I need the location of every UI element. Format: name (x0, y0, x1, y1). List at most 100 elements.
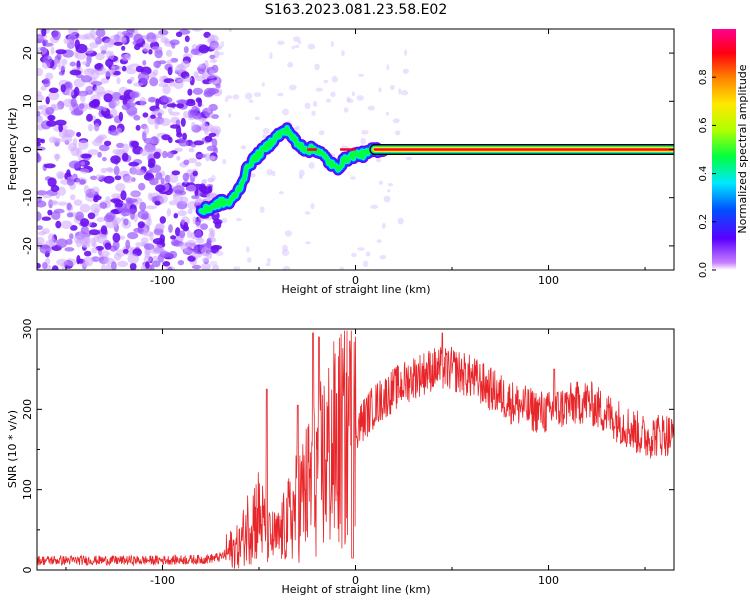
noise-speck (370, 204, 379, 209)
noise-speck (304, 211, 311, 215)
noise-blob (137, 72, 150, 82)
noise-speck (259, 206, 265, 214)
x-tick-label: 100 (538, 274, 559, 287)
noise-blob (173, 213, 179, 219)
noise-speck (307, 43, 316, 50)
noise-blob (177, 210, 187, 217)
noise-blob (64, 247, 75, 252)
noise-blob (155, 184, 166, 192)
noise-speck (378, 87, 382, 93)
noise-blob (168, 250, 178, 259)
noise-speck (209, 58, 217, 64)
noise-speck (240, 145, 247, 150)
noise-blob (105, 263, 112, 270)
noise-blob (208, 227, 214, 234)
noise-blob (52, 30, 61, 41)
noise-blob (38, 231, 46, 236)
noise-speck (216, 51, 225, 56)
noise-blob (58, 70, 65, 76)
noise-blob (183, 248, 189, 253)
noise-blob (166, 151, 174, 159)
noise-blob (154, 200, 161, 206)
noise-speck (350, 176, 356, 180)
noise-speck (221, 217, 228, 224)
noise-blob (86, 113, 93, 122)
noise-speck (314, 63, 320, 71)
noise-blob (123, 218, 129, 226)
noise-blob (138, 182, 146, 191)
noise-blob (150, 114, 156, 119)
noise-blob (146, 38, 157, 43)
noise-blob (165, 49, 173, 57)
noise-speck (202, 266, 210, 270)
noise-blob (96, 216, 105, 223)
snr-y-label: SNR (10 * v/v) (6, 410, 19, 488)
noise-blob (57, 186, 66, 196)
noise-blob (191, 105, 199, 115)
noise-blob (65, 258, 77, 267)
noise-blob (162, 261, 171, 267)
noise-blob (104, 38, 115, 48)
noise-speck (386, 64, 390, 71)
y-tick-label: -20 (21, 237, 34, 255)
noise-blob (95, 52, 105, 61)
noise-speck (246, 246, 250, 253)
noise-blob (175, 227, 181, 237)
noise-speck (343, 107, 349, 113)
noise-blob (55, 220, 62, 229)
noise-blob (159, 118, 171, 126)
noise-speck (249, 173, 256, 178)
noise-blob (177, 260, 185, 266)
noise-speck (304, 102, 311, 110)
noise-speck (293, 36, 301, 42)
noise-blob (37, 146, 46, 151)
noise-blob (118, 235, 125, 240)
y-tick-label: 10 (21, 94, 34, 108)
noise-blob (207, 88, 220, 95)
noise-blob (113, 41, 123, 46)
noise-blob (95, 105, 104, 110)
noise-speck (247, 257, 252, 263)
colorbar-tick-label: 0.8 (698, 69, 709, 85)
noise-blob (79, 92, 86, 103)
noise-blob (129, 262, 137, 270)
noise-speck (209, 69, 215, 75)
noise-blob (127, 232, 139, 240)
noise-blob (171, 170, 181, 176)
noise-speck (351, 91, 355, 97)
noise-blob (40, 85, 47, 91)
noise-blob (37, 152, 41, 163)
noise-blob (206, 251, 213, 260)
noise-blob (143, 243, 155, 251)
noise-blob (188, 147, 195, 153)
noise-blob (37, 94, 45, 102)
snr-panel: -100 0 100 0 100 200 300 Height of straight li… (6, 319, 675, 596)
noise-blob (37, 142, 41, 147)
noise-speck (318, 130, 325, 136)
noise-speck (209, 260, 218, 266)
noise-blob (126, 29, 139, 34)
noise-speck (398, 88, 402, 95)
noise-blob (207, 106, 212, 114)
noise-blob (121, 45, 126, 51)
noise-blob (186, 184, 197, 193)
noise-blob (125, 208, 138, 214)
noise-blob (149, 77, 159, 87)
noise-speck (339, 266, 344, 270)
noise-speck (295, 125, 300, 131)
noise-blob (190, 48, 201, 56)
noise-blob (50, 46, 55, 55)
noise-blob (89, 29, 97, 39)
noise-speck (215, 251, 224, 256)
noise-blob (51, 265, 59, 270)
noise-speck (261, 82, 265, 87)
noise-speck (394, 130, 401, 136)
noise-blob (47, 200, 58, 205)
noise-blob (106, 50, 112, 59)
noise-blob (103, 214, 115, 223)
noise-blob (114, 175, 122, 181)
noise-blob (79, 203, 91, 213)
noise-blob (177, 78, 187, 83)
y-tick-label: 20 (21, 46, 34, 60)
